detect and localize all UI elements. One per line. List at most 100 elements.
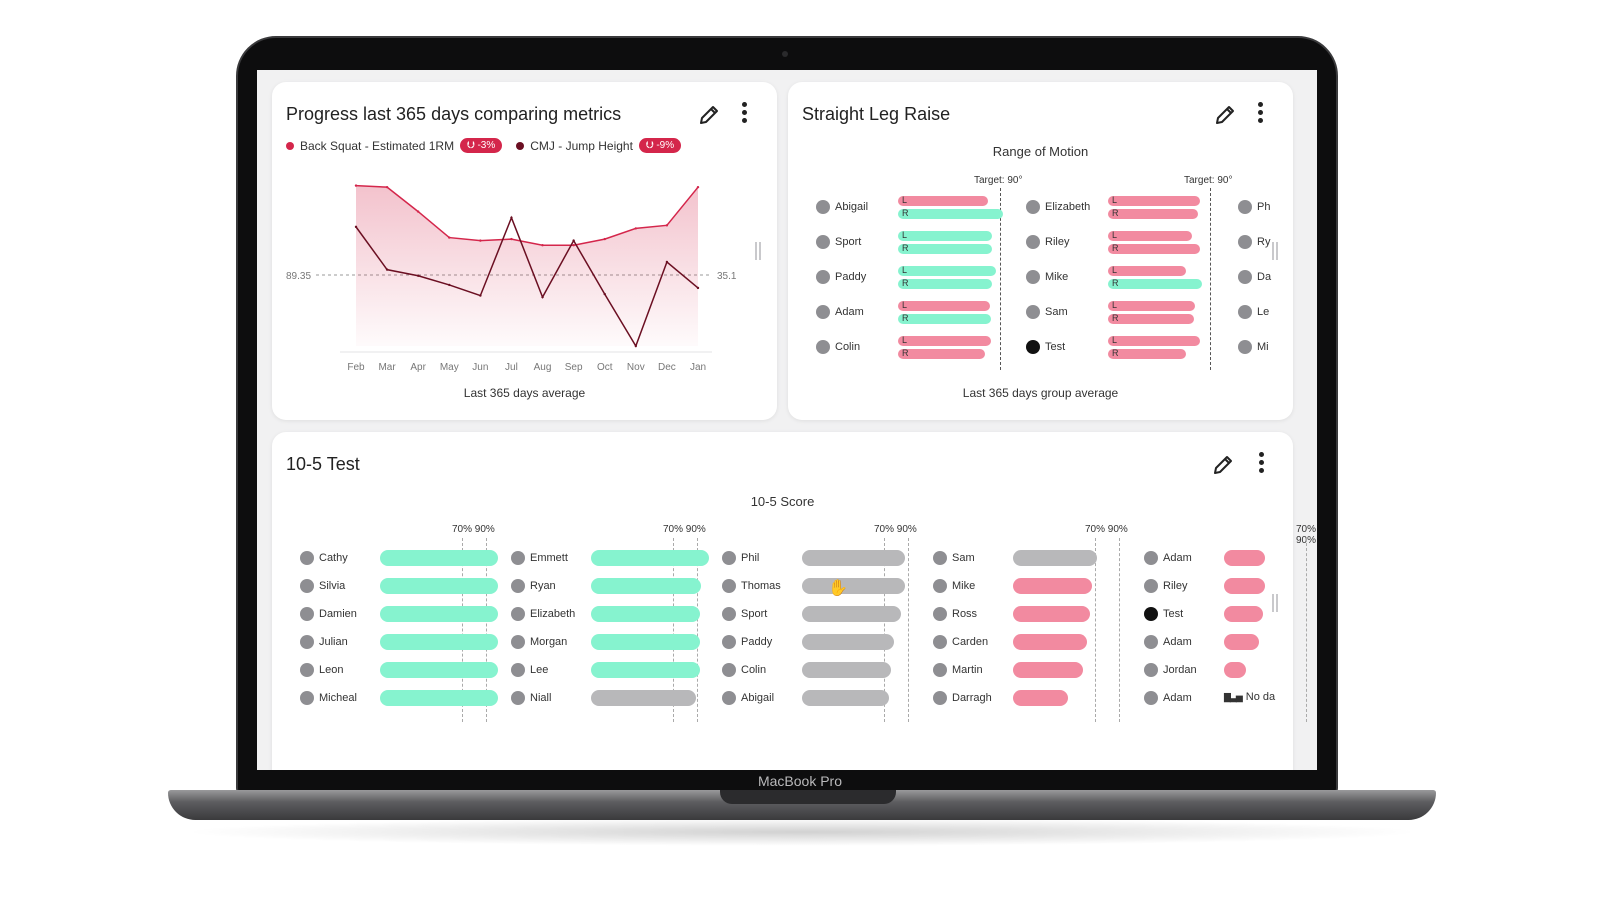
score-bar[interactable] — [380, 690, 498, 706]
more-options-icon[interactable] — [740, 102, 748, 128]
athlete-row[interactable]: Abigail — [722, 691, 774, 705]
data-point[interactable] — [510, 216, 513, 219]
athlete-row[interactable]: Lee — [511, 663, 548, 677]
score-bar[interactable] — [591, 578, 701, 594]
athlete-row[interactable]: Silvia — [300, 579, 345, 593]
athlete-row[interactable]: Thomas — [722, 579, 781, 593]
athlete-row[interactable]: Micheal — [300, 691, 357, 705]
data-point[interactable] — [416, 210, 420, 213]
data-point[interactable] — [665, 224, 669, 227]
left-side-bar[interactable]: L — [1108, 195, 1200, 206]
score-bar[interactable] — [591, 606, 700, 622]
score-bar[interactable] — [380, 550, 498, 566]
drag-handle[interactable] — [1272, 242, 1278, 260]
athlete-row[interactable]: Ryan — [511, 579, 556, 593]
data-point[interactable] — [603, 237, 606, 241]
athlete-row[interactable]: Abigail — [816, 200, 868, 214]
athlete-row[interactable]: Mike — [1026, 270, 1068, 284]
athlete-row[interactable]: Colin — [816, 340, 860, 354]
data-point[interactable] — [696, 286, 700, 290]
athlete-row[interactable]: Sam — [1026, 305, 1068, 319]
athlete-row[interactable]: Sport — [816, 235, 861, 249]
right-side-bar[interactable]: R — [1108, 313, 1194, 324]
athlete-row[interactable]: Morgan — [511, 635, 567, 649]
athlete-row[interactable]: Mi — [1238, 340, 1269, 354]
score-bar[interactable] — [802, 606, 902, 622]
right-side-bar[interactable]: R — [898, 243, 992, 254]
athlete-row[interactable]: Da — [1238, 270, 1271, 284]
data-point[interactable] — [416, 274, 420, 277]
score-bar[interactable] — [380, 606, 498, 622]
athlete-row[interactable]: Julian — [300, 635, 348, 649]
score-bar[interactable] — [1013, 578, 1093, 594]
athlete-row[interactable]: Elizabeth — [1026, 200, 1090, 214]
score-bar[interactable] — [380, 578, 498, 594]
athlete-row[interactable]: Carden — [933, 635, 988, 649]
left-side-bar[interactable]: L — [1108, 300, 1195, 311]
data-point[interactable] — [665, 260, 669, 264]
athlete-row[interactable]: Emmett — [511, 551, 568, 565]
athlete-row[interactable]: Ph — [1238, 200, 1270, 214]
score-bar[interactable] — [802, 662, 891, 678]
score-bar[interactable] — [1224, 578, 1266, 594]
athlete-row[interactable]: Colin — [722, 663, 766, 677]
athlete-row[interactable]: Phil — [722, 551, 759, 565]
athlete-row[interactable]: Leon — [300, 663, 343, 677]
score-bar[interactable] — [1224, 606, 1263, 622]
left-side-bar[interactable]: L — [1108, 335, 1200, 346]
score-bar[interactable] — [802, 690, 890, 706]
edit-icon[interactable] — [1212, 102, 1238, 128]
data-point[interactable] — [479, 239, 482, 242]
athlete-row[interactable]: Jordan — [1144, 663, 1197, 677]
athlete-row[interactable]: Darragh — [933, 691, 992, 705]
score-bar[interactable] — [1224, 662, 1247, 678]
score-bar[interactable] — [1013, 606, 1090, 622]
left-side-bar[interactable]: L — [898, 265, 996, 276]
data-point[interactable] — [385, 268, 389, 271]
left-side-bar[interactable]: L — [898, 300, 990, 311]
athlete-row[interactable]: Damien — [300, 607, 357, 621]
athlete-row[interactable]: Cathy — [300, 551, 348, 565]
data-point[interactable] — [354, 184, 358, 187]
athlete-row[interactable]: Paddy — [816, 270, 866, 284]
score-bar[interactable] — [591, 550, 709, 566]
athlete-row[interactable]: Riley — [1026, 235, 1069, 249]
athlete-row[interactable]: Adam — [816, 305, 864, 319]
athlete-row[interactable]: Sport — [722, 607, 767, 621]
left-side-bar[interactable]: L — [898, 195, 988, 206]
right-side-bar[interactable]: R — [898, 278, 992, 289]
score-bar[interactable] — [802, 634, 895, 650]
right-side-bar[interactable]: R — [898, 313, 991, 324]
data-point[interactable] — [448, 283, 451, 287]
data-point[interactable] — [510, 237, 513, 241]
athlete-row[interactable]: Riley — [1144, 579, 1187, 593]
athlete-row[interactable]: Adam — [1144, 635, 1192, 649]
athlete-row[interactable]: Paddy — [722, 635, 772, 649]
more-options-icon[interactable] — [1256, 102, 1264, 128]
data-point[interactable] — [634, 227, 638, 230]
data-point[interactable] — [603, 292, 606, 296]
score-bar[interactable] — [1013, 550, 1097, 566]
score-bar[interactable] — [802, 578, 905, 594]
score-bar[interactable] — [1013, 690, 1069, 706]
right-side-bar[interactable]: R — [898, 348, 985, 359]
athlete-row[interactable]: Niall — [511, 691, 551, 705]
data-point[interactable] — [448, 236, 451, 239]
athlete-row[interactable]: Test — [1144, 607, 1183, 621]
right-side-bar[interactable]: R — [1108, 348, 1186, 359]
athlete-row[interactable]: Martin — [933, 663, 983, 677]
data-point[interactable] — [634, 344, 638, 348]
score-bar[interactable] — [1224, 550, 1266, 566]
drag-handle[interactable] — [1272, 594, 1278, 612]
athlete-row[interactable]: Adam — [1144, 551, 1192, 565]
data-point[interactable] — [572, 244, 575, 247]
athlete-row[interactable]: Le — [1238, 305, 1269, 319]
data-point[interactable] — [696, 185, 700, 189]
athlete-row[interactable]: Ross — [933, 607, 977, 621]
athlete-row[interactable]: Ry — [1238, 235, 1270, 249]
score-bar[interactable] — [1013, 634, 1088, 650]
data-point[interactable] — [479, 294, 482, 297]
left-side-bar[interactable]: L — [1108, 265, 1186, 276]
athlete-row[interactable]: Adam — [1144, 691, 1192, 705]
right-side-bar[interactable]: R — [1108, 243, 1200, 254]
